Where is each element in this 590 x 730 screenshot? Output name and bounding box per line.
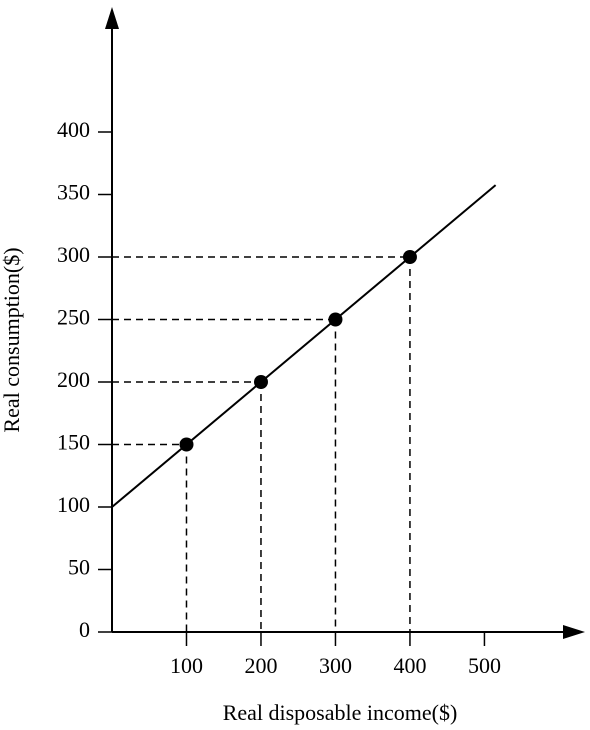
y-tick-label: 0 (79, 617, 90, 642)
point (253, 375, 268, 389)
y-tick-label: 350 (57, 180, 90, 205)
y-tick-label: 150 (57, 430, 90, 455)
x-axis-arrow (563, 625, 585, 639)
y-axis-arrow (105, 7, 119, 29)
x-tick-label: 500 (468, 653, 501, 678)
y-tick-label: 400 (57, 117, 90, 142)
y-tick-label: 100 (57, 492, 90, 517)
x-tick-label: 300 (319, 653, 352, 678)
point (328, 312, 343, 327)
point (179, 437, 194, 452)
x-tick-label: 100 (170, 653, 203, 678)
x-axis-title: Real disposable income($) (223, 700, 458, 725)
y-tick-label: 200 (57, 367, 90, 392)
y-axis-title: Real consumption($) (0, 247, 24, 432)
point (402, 250, 417, 264)
x-tick-label: 200 (244, 653, 277, 678)
y-tick-label: 50 (68, 555, 90, 580)
y-tick-label: 300 (57, 242, 90, 267)
y-tick-label: 250 (57, 305, 90, 330)
line (111, 184, 497, 508)
x-tick-label: 400 (393, 653, 426, 678)
